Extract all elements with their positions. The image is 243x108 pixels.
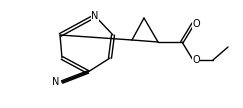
Text: O: O: [192, 55, 200, 65]
Text: N: N: [91, 11, 99, 21]
Text: O: O: [192, 19, 200, 29]
Text: N: N: [52, 77, 60, 87]
